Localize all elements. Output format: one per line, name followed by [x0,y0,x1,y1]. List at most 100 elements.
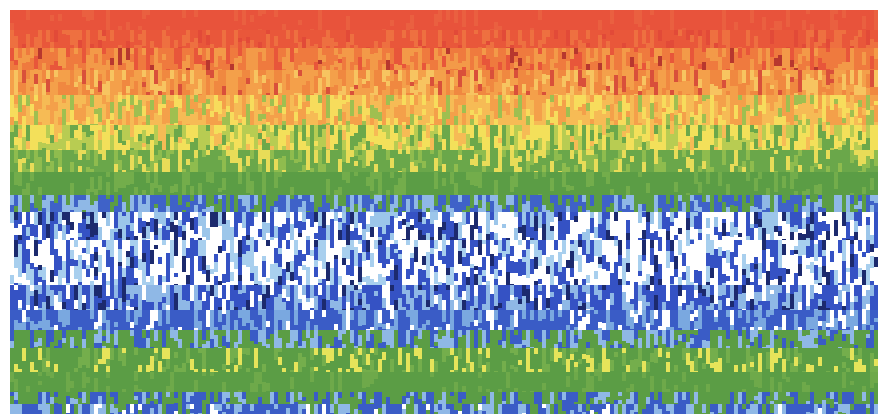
texture-cell [14,185,18,195]
texture-cell [150,195,154,210]
texture-cell [66,337,70,348]
texture-cell [334,259,338,272]
texture-cell [90,52,94,68]
texture-cell [386,355,390,366]
texture-cell [78,68,82,70]
texture-cell [278,346,282,348]
texture-cell [402,392,406,396]
texture-cell [58,82,62,89]
texture-cell [86,66,90,70]
texture-cell [138,90,142,95]
texture-cell [378,352,382,359]
texture-cell [138,10,142,26]
texture-cell [262,392,266,404]
texture-cell [102,84,106,95]
texture-cell [310,194,314,195]
texture-cell [142,19,146,27]
texture-cell [358,223,362,235]
texture-cell [370,195,374,199]
texture-cell [310,178,314,194]
texture-cell [158,302,162,310]
texture-cell [310,392,314,404]
texture-cell [394,172,398,185]
texture-cell [338,368,342,372]
texture-cell [306,219,310,227]
texture-cell [338,10,342,27]
texture-cell [234,37,238,48]
texture-cell [190,328,194,330]
texture-cell [262,139,266,147]
texture-cell [414,330,418,336]
texture-cell [194,193,198,195]
texture-cell [322,310,326,317]
texture-cell [274,372,278,389]
texture-cell [66,396,70,404]
texture-cell [70,19,74,26]
texture-cell [382,342,386,348]
texture-cell [114,314,118,322]
texture-cell [142,404,146,414]
texture-cell [130,310,134,322]
texture-cell [142,106,146,116]
texture-cell [138,345,142,348]
texture-cell [54,390,58,392]
texture-cell [126,195,130,201]
texture-cell [22,189,26,195]
texture-cell [174,107,178,123]
texture-cell [234,342,238,348]
texture-cell [210,383,214,392]
texture-cell [30,224,34,236]
texture-cell [230,363,234,372]
texture-cell [338,159,342,169]
texture-cell [402,396,406,404]
texture-cell [266,107,270,112]
texture-cell [170,201,174,212]
texture-cell [378,327,382,330]
texture-cell [334,348,338,353]
texture-cell [174,192,178,195]
texture-cell [14,372,18,379]
texture-cell [282,170,286,172]
texture-cell [370,191,374,195]
texture-cell [138,398,142,404]
texture-cell [10,132,14,148]
texture-cell [366,70,370,81]
texture-cell [266,339,270,344]
texture-cell [198,402,202,404]
texture-cell [62,240,66,255]
texture-cell [86,10,90,21]
texture-cell [102,285,106,300]
texture-cell [154,70,158,84]
texture-cell [26,79,30,84]
texture-cell [58,89,62,95]
texture-cell [386,281,390,285]
texture-cell [54,392,58,397]
texture-cell [14,290,18,298]
texture-cell [54,404,58,414]
texture-cell [338,276,342,285]
texture-cell [58,310,62,322]
texture-cell [46,212,50,224]
texture-cell [286,297,290,301]
texture-cell [266,372,270,383]
texture-cell [274,226,278,238]
texture-cell [158,95,162,104]
texture-cell [86,90,90,95]
texture-cell [362,30,366,45]
texture-cell [410,285,414,298]
texture-cell [30,58,34,70]
texture-cell [174,75,178,79]
texture-cell [42,106,46,117]
texture-cell [150,60,154,65]
texture-cell [54,172,58,186]
texture-cell [222,178,226,190]
texture-cell [190,380,194,392]
texture-cell [170,29,174,30]
texture-cell [134,150,138,160]
texture-cell [370,199,374,204]
texture-cell [50,392,54,397]
texture-cell [358,91,362,95]
texture-cell [258,110,262,114]
texture-cell [258,281,262,285]
texture-cell [130,392,134,404]
